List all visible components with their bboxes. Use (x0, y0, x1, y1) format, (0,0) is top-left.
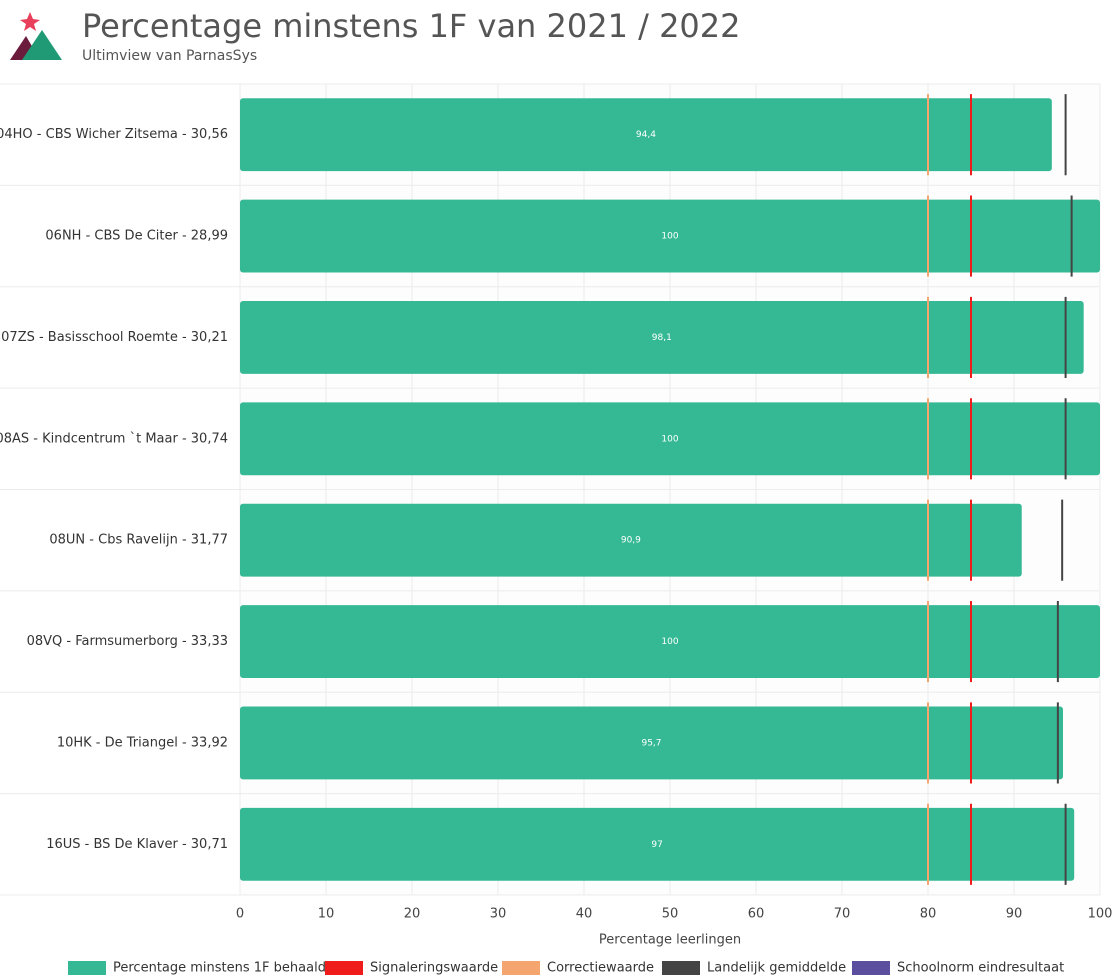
legend-swatch (662, 961, 700, 975)
legend-label: Landelijk gemiddelde (707, 961, 846, 976)
y-tick-label: 06NH - CBS De Citer - 28,99 (45, 229, 228, 244)
legend-swatch (502, 961, 540, 975)
chart-subtitle: Ultimview van ParnasSys (82, 48, 257, 64)
legend-swatch (852, 961, 890, 975)
bar-value-label: 100 (661, 232, 678, 242)
bar-value-label: 100 (661, 637, 678, 647)
logo (10, 12, 62, 60)
x-tick-label: 30 (490, 907, 507, 922)
y-tick-label: 07ZS - Basisschool Roemte - 30,21 (1, 330, 228, 345)
legend-label: Schoolnorm eindresultaat (897, 961, 1064, 976)
legend-label: Percentage minstens 1F behaald (113, 961, 326, 976)
bar-value-label: 97 (651, 840, 662, 850)
legend-swatch (68, 961, 106, 975)
x-tick-label: 10 (318, 907, 335, 922)
y-tick-label: 10HK - De Triangel - 33,92 (57, 735, 228, 750)
bar (240, 199, 1100, 273)
bar-value-label: 95,7 (641, 738, 661, 748)
bar (240, 605, 1100, 679)
y-tick-label: 08AS - Kindcentrum `t Maar - 30,74 (0, 431, 228, 446)
legend-label: Correctiewaarde (547, 961, 654, 976)
y-tick-label: 08UN - Cbs Ravelijn - 31,77 (49, 533, 228, 548)
bar (240, 98, 1052, 172)
bar (240, 300, 1084, 374)
y-tick-label: 04HO - CBS Wicher Zitsema - 30,56 (0, 127, 228, 142)
bar-value-label: 100 (661, 434, 678, 444)
x-axis-label: Percentage leerlingen (599, 933, 741, 948)
x-tick-label: 70 (834, 907, 851, 922)
legend-label: Signaleringswaarde (370, 961, 498, 976)
bar-value-label: 94,4 (636, 130, 656, 140)
y-tick-label: 16US - BS De Klaver - 30,71 (46, 837, 228, 852)
x-tick-label: 80 (920, 907, 937, 922)
bar-value-label: 90,9 (621, 536, 641, 546)
x-tick-label: 20 (404, 907, 421, 922)
bar (240, 807, 1075, 881)
x-tick-label: 100 (1088, 907, 1113, 922)
x-tick-label: 0 (236, 907, 244, 922)
x-tick-label: 90 (1006, 907, 1023, 922)
x-tick-label: 40 (576, 907, 593, 922)
bar-value-label: 98,1 (652, 333, 672, 343)
bar (240, 706, 1064, 780)
x-tick-label: 50 (662, 907, 679, 922)
y-tick-label: 08VQ - Farmsumerborg - 33,33 (27, 634, 228, 649)
bar (240, 503, 1022, 577)
x-tick-label: 60 (748, 907, 765, 922)
chart-title: Percentage minstens 1F van 2021 / 2022 (82, 7, 741, 45)
bar (240, 402, 1100, 476)
legend-swatch (325, 961, 363, 975)
